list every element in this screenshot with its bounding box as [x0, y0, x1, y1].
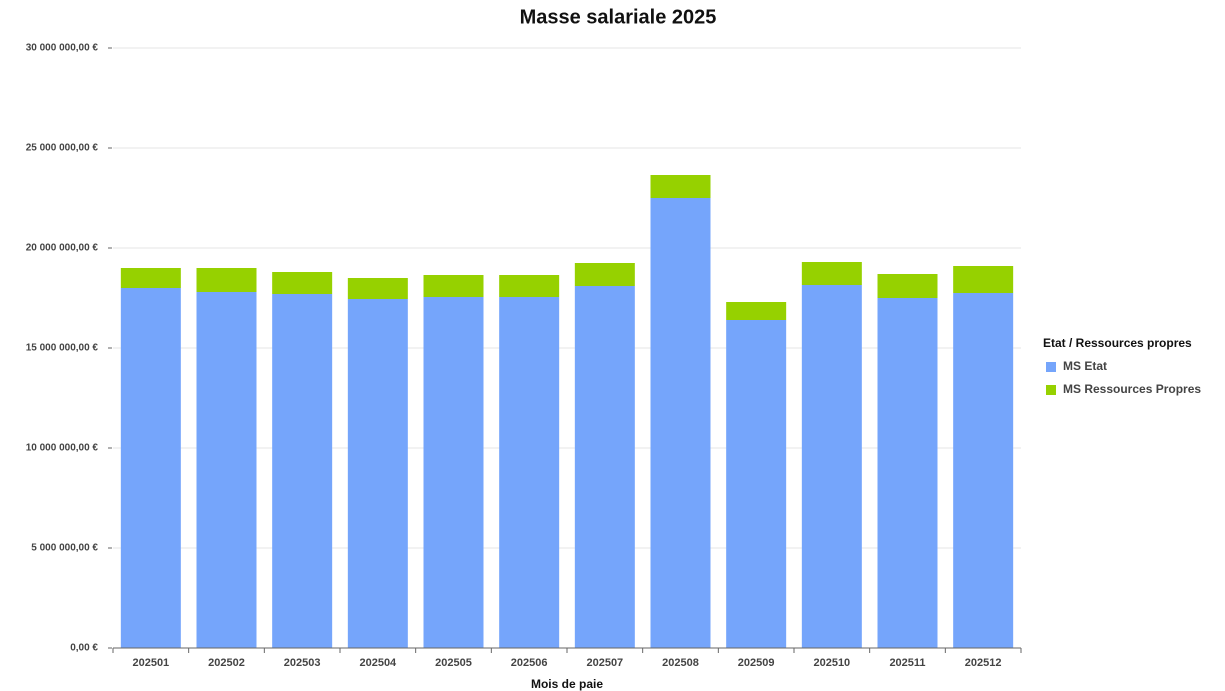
- bar-segment: [877, 274, 938, 298]
- y-tick-label: 15 000 000,00 €: [26, 343, 99, 354]
- y-tick-label: 0,00 €: [70, 643, 98, 654]
- bar-segment: [953, 266, 1014, 293]
- bar-segment: [726, 320, 787, 648]
- bar-segment: [574, 286, 635, 648]
- x-tick-label: 202512: [965, 657, 1002, 669]
- bar-segment: [499, 275, 560, 297]
- legend-label: MS Etat: [1063, 359, 1107, 373]
- y-tick-label: 10 000 000,00 €: [26, 443, 99, 454]
- bar-segment: [726, 302, 787, 320]
- y-tick-label: 30 000 000,00 €: [26, 43, 99, 54]
- bar-segment: [650, 198, 711, 648]
- x-tick-label: 202501: [132, 657, 169, 669]
- bar-segment: [801, 262, 862, 285]
- x-tick-label: 202505: [435, 657, 472, 669]
- legend-label: MS Ressources Propres: [1063, 382, 1201, 396]
- x-tick-label: 202503: [284, 657, 321, 669]
- bar-segment: [650, 175, 711, 198]
- y-tick-label: 5 000 000,00 €: [31, 543, 98, 554]
- bar-segment: [196, 268, 257, 292]
- bar-segment: [801, 285, 862, 648]
- x-tick-label: 202507: [586, 657, 623, 669]
- x-tick-label: 202510: [813, 657, 850, 669]
- bar-segment: [196, 292, 257, 648]
- x-tick-label: 202508: [662, 657, 699, 669]
- bar-segment: [347, 299, 408, 648]
- x-tick-label: 202506: [511, 657, 548, 669]
- bar-segment: [272, 294, 333, 648]
- legend-swatch: [1046, 362, 1056, 372]
- bar-segment: [347, 278, 408, 299]
- bar-segment: [953, 293, 1014, 648]
- bar-segment: [120, 268, 181, 288]
- bar-segment: [877, 298, 938, 648]
- x-tick-label: 202502: [208, 657, 245, 669]
- bar-segment: [574, 263, 635, 286]
- bar-segment: [120, 288, 181, 648]
- x-axis-title: Mois de paie: [531, 677, 603, 691]
- x-tick-label: 202509: [738, 657, 775, 669]
- x-tick-label: 202511: [889, 657, 925, 669]
- bar-segment: [499, 297, 560, 648]
- legend-title: Etat / Ressources propres: [1043, 336, 1192, 350]
- bar-segment: [272, 272, 333, 294]
- legend-swatch: [1046, 385, 1056, 395]
- bar-segment: [423, 297, 484, 648]
- y-tick-label: 25 000 000,00 €: [26, 143, 99, 154]
- chart-title: Masse salariale 2025: [520, 6, 717, 28]
- x-tick-label: 202504: [359, 657, 397, 669]
- y-tick-label: 20 000 000,00 €: [26, 243, 99, 254]
- bar-segment: [423, 275, 484, 297]
